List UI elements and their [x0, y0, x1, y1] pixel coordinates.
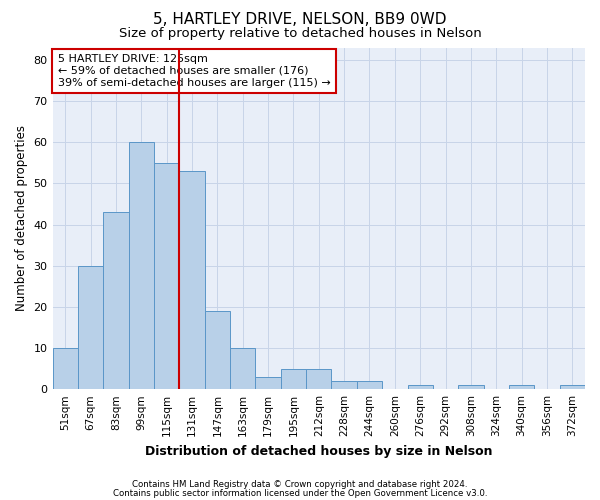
Bar — [154, 163, 179, 389]
Bar — [205, 311, 230, 389]
Bar — [103, 212, 128, 389]
Bar — [560, 385, 585, 389]
Y-axis label: Number of detached properties: Number of detached properties — [15, 126, 28, 312]
Bar — [458, 385, 484, 389]
Bar — [306, 368, 331, 389]
X-axis label: Distribution of detached houses by size in Nelson: Distribution of detached houses by size … — [145, 444, 493, 458]
Text: Contains public sector information licensed under the Open Government Licence v3: Contains public sector information licen… — [113, 488, 487, 498]
Bar — [331, 381, 357, 389]
Text: 5, HARTLEY DRIVE, NELSON, BB9 0WD: 5, HARTLEY DRIVE, NELSON, BB9 0WD — [153, 12, 447, 28]
Bar — [256, 377, 281, 389]
Bar — [357, 381, 382, 389]
Bar — [407, 385, 433, 389]
Bar — [230, 348, 256, 389]
Text: 5 HARTLEY DRIVE: 125sqm
← 59% of detached houses are smaller (176)
39% of semi-d: 5 HARTLEY DRIVE: 125sqm ← 59% of detache… — [58, 54, 331, 88]
Text: Size of property relative to detached houses in Nelson: Size of property relative to detached ho… — [119, 28, 481, 40]
Bar — [179, 171, 205, 389]
Bar — [281, 368, 306, 389]
Bar — [78, 266, 103, 389]
Bar — [128, 142, 154, 389]
Text: Contains HM Land Registry data © Crown copyright and database right 2024.: Contains HM Land Registry data © Crown c… — [132, 480, 468, 489]
Bar — [509, 385, 534, 389]
Bar — [53, 348, 78, 389]
